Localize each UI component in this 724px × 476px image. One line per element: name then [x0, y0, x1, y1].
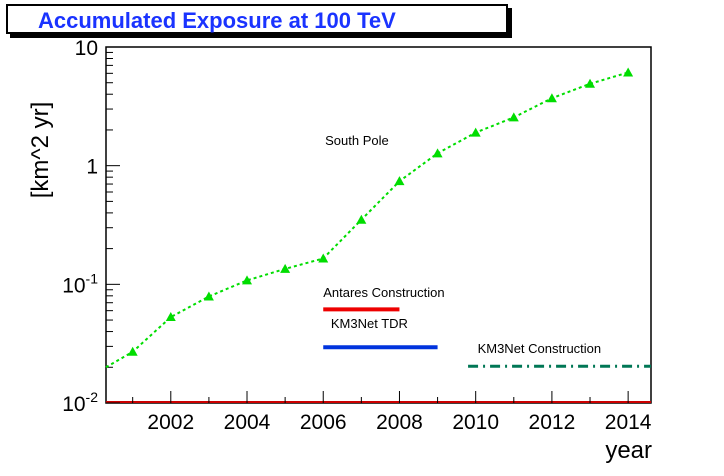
- south-pole-marker: [356, 214, 367, 224]
- south-pole-marker: [470, 127, 481, 137]
- y-tick-label: 1: [86, 156, 98, 179]
- y-axis-label: [km^2 yr]: [27, 102, 54, 199]
- annotation-km3net-construction: KM3Net Construction: [478, 341, 602, 356]
- south-pole-marker: [546, 93, 557, 103]
- annotation-antares-construction: Antares Construction: [323, 285, 444, 300]
- annotation-south-pole: South Pole: [325, 133, 389, 148]
- annotation-km3net-tdr: KM3Net TDR: [331, 316, 408, 331]
- title-box: Accumulated Exposure at 100 TeV: [6, 4, 508, 34]
- chart-title: Accumulated Exposure at 100 TeV: [38, 8, 396, 33]
- x-tick-label: 2002: [147, 411, 194, 434]
- south-pole-marker: [394, 176, 405, 186]
- x-tick-label: 2006: [300, 411, 347, 434]
- y-tick-label: 10: [75, 37, 98, 60]
- x-tick-label: 2010: [452, 411, 499, 434]
- south-pole-marker: [508, 112, 519, 122]
- y-tick-label: 10-2: [62, 389, 98, 416]
- south-pole-marker: [242, 275, 253, 285]
- south-pole-marker: [203, 291, 214, 301]
- south-pole-marker: [585, 78, 596, 88]
- south-pole-marker: [623, 67, 634, 77]
- x-tick-label: 2014: [605, 411, 652, 434]
- south-pole-marker: [432, 148, 443, 158]
- x-tick-label: 2012: [529, 411, 576, 434]
- x-axis-label: year: [605, 437, 652, 464]
- x-tick-label: 2008: [376, 411, 423, 434]
- south-pole-marker: [280, 263, 291, 273]
- south-pole-marker: [318, 253, 329, 263]
- south-pole-marker: [127, 346, 138, 356]
- south-pole-marker: [165, 312, 176, 322]
- y-tick-label: 10-1: [62, 270, 98, 297]
- x-tick-label: 2004: [224, 411, 271, 434]
